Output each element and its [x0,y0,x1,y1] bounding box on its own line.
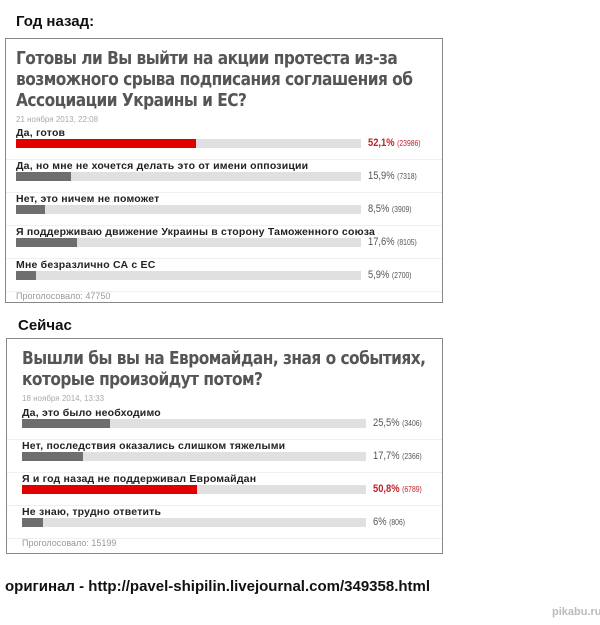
percent-value: 50,8% [373,483,400,495]
percent-label: 5,9% (2700) [368,269,412,281]
poll-option: Да, но мне не хочется делать это от имен… [6,160,442,193]
poll-date: 18 ноября 2014, 13:33 [22,394,105,403]
poll-box-2013: Готовы ли Вы выйти на акции протеста из-… [5,38,443,303]
poll-question-line: Вышли бы вы на Евромайдан, зная о событи… [22,349,426,369]
option-label: Нет, последствия оказались слишком тяжел… [22,440,286,452]
section-title-year-ago: Год назад: [16,13,95,30]
percent-value: 15,9% [368,170,395,182]
poll-option: Я и год назад не поддерживал Евромайдан … [7,473,442,506]
poll-option: Нет, последствия оказались слишком тяжел… [7,440,442,473]
poll-question: Готовы ли Вы выйти на акции протеста из-… [16,49,413,112]
percent-value: 5,9% [368,269,390,281]
bar-track [22,485,366,494]
option-label: Я и год назад не поддерживал Евромайдан [22,473,257,485]
bar-track [16,238,361,247]
bar [16,172,71,181]
percent-label: 17,6% (8105) [368,236,417,248]
vote-count: (2700) [391,271,412,280]
percent-label: 52,1% (23986) [368,137,421,149]
option-label: Мне безразлично СА с ЕС [16,259,156,271]
poll-box-2014: Вышли бы вы на Евромайдан, зная о событи… [6,338,443,554]
percent-label: 25,5% (3406) [373,417,422,429]
poll-question-line: Ассоциации Украины и ЕС? [16,91,247,111]
option-label: Да, готов [16,127,66,139]
total-votes: Проголосовало: 47750 [16,291,111,301]
percent-label: 6% (806) [373,516,405,528]
vote-count: (806) [389,518,406,527]
percent-label: 8,5% (3909) [368,203,412,215]
vote-count: (7318) [397,172,417,181]
poll-date: 21 ноября 2013, 22:08 [16,115,99,124]
poll-option: Я поддерживаю движение Украины в сторону… [6,226,442,259]
vote-count: (8105) [397,238,417,247]
percent-value: 17,6% [368,236,395,248]
vote-count: (3406) [402,419,422,428]
bar [22,452,83,461]
percent-label: 15,9% (7318) [368,170,417,182]
percent-value: 6% [373,516,387,528]
vote-count: (3909) [391,205,412,214]
poll-option: Не знаю, трудно ответить 6% (806) [7,506,442,539]
bar [16,238,77,247]
bar-track [16,139,361,148]
poll-option: Да, готов 52,1% (23986) [6,127,442,160]
bar [16,205,46,214]
option-label: Да, но мне не хочется делать это от имен… [16,160,309,172]
poll-question-line: возможного срыва подписания соглашения о… [16,70,413,90]
bar-track [16,172,361,181]
percent-value: 25,5% [373,417,400,429]
percent-value: 17,7% [373,450,400,462]
percent-value: 52,1% [368,137,395,149]
poll-question-line: которые произойдут потом? [22,370,263,390]
watermark-logo: pikabu.ru [552,606,600,618]
poll-option: Да, это было необходимо 25,5% (3406) [7,407,442,440]
percent-label: 50,8% (6789) [373,483,422,495]
option-label: Нет, это ничем не поможет [16,193,160,205]
poll-question: Вышли бы вы на Евромайдан, зная о событи… [22,349,426,391]
option-label: Я поддерживаю движение Украины в сторону… [16,226,376,238]
poll-option: Мне безразлично СА с ЕС 5,9% (2700) [6,259,442,292]
bar-track [22,452,366,461]
option-label: Не знаю, трудно ответить [22,506,162,518]
option-label: Да, это было необходимо [22,407,161,419]
bar [22,485,197,494]
percent-label: 17,7% (2366) [373,450,422,462]
poll-option: Нет, это ничем не поможет 8,5% (3909) [6,193,442,226]
vote-count: (6789) [402,485,422,494]
bar [22,419,110,428]
bar [16,271,37,280]
bar-track [22,518,366,527]
bar-track [16,205,361,214]
section-title-now: Сейчас [18,317,72,334]
bar-track [16,271,361,280]
source-link[interactable]: оригинал - http://pavel-shipilin.livejou… [5,578,431,595]
percent-value: 8,5% [368,203,390,215]
vote-count: (2366) [402,452,422,461]
vote-count: (23986) [397,139,421,148]
total-votes: Проголосовало: 15199 [22,538,117,548]
bar [16,139,196,148]
bar-track [22,419,366,428]
bar [22,518,43,527]
poll-question-line: Готовы ли Вы выйти на акции протеста из-… [16,49,398,69]
